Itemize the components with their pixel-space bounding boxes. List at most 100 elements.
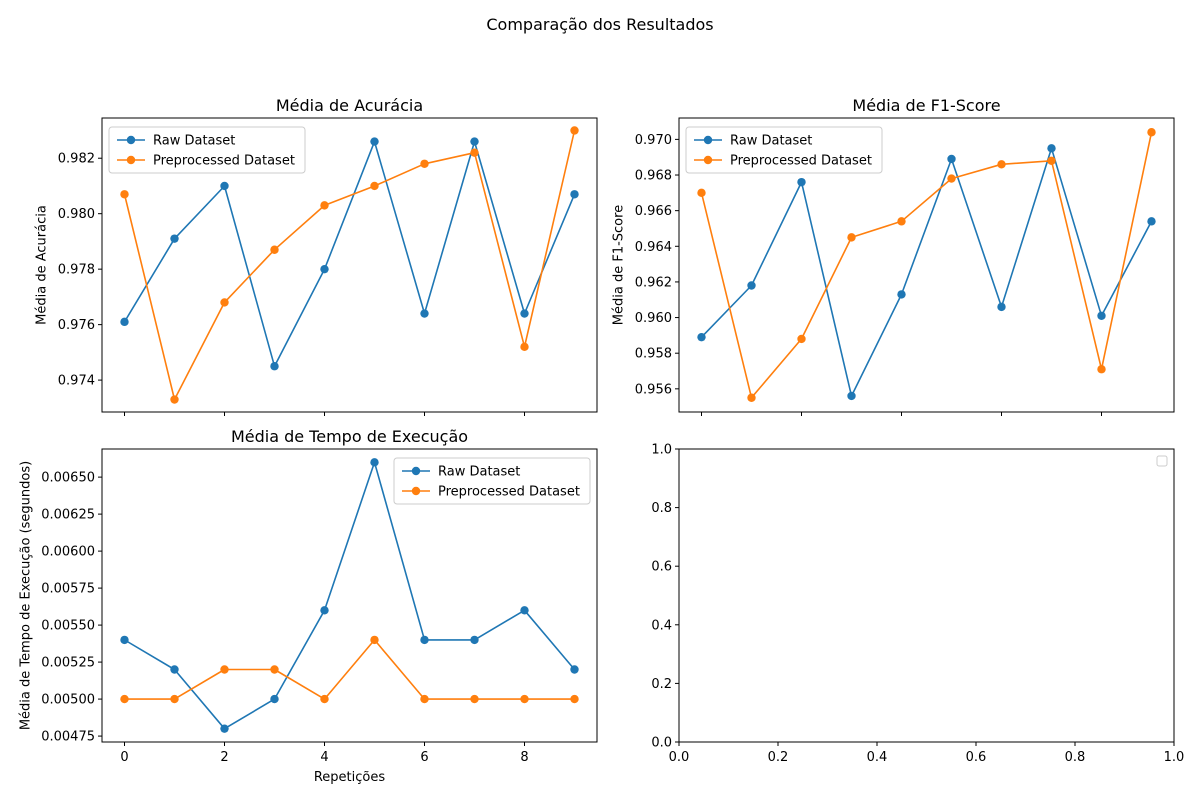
- data-point-raw: [520, 309, 529, 318]
- y-tick-label: 0.962: [635, 275, 672, 290]
- data-point-preprocessed: [847, 233, 856, 242]
- y-tick-label: 0.00550: [41, 619, 95, 634]
- y-axis-label: Média de F1-Score: [612, 205, 627, 325]
- legend-label: Raw Dataset: [730, 134, 812, 149]
- y-tick-label: 0.960: [635, 311, 672, 326]
- x-axis-label: Repetições: [314, 770, 386, 785]
- data-point-preprocessed: [1147, 128, 1156, 137]
- y-tick-label: 0.0: [651, 736, 672, 751]
- x-tick-label: 0.6: [966, 750, 987, 765]
- data-point-preprocessed: [797, 334, 806, 344]
- data-point-preprocessed: [370, 181, 379, 191]
- data-point-raw: [570, 665, 579, 674]
- data-point-raw: [270, 694, 279, 704]
- data-point-raw: [170, 665, 179, 674]
- data-point-raw: [420, 635, 429, 645]
- data-point-preprocessed: [270, 665, 279, 674]
- figure-suptitle: Comparação dos Resultados: [486, 15, 713, 34]
- y-tick-label: 0.978: [58, 263, 95, 278]
- legend-box: [1156, 455, 1168, 467]
- data-point-preprocessed: [320, 201, 329, 210]
- data-point-raw: [1097, 311, 1106, 320]
- x-tick-label: 0.4: [867, 750, 888, 765]
- y-tick-label: 0.976: [58, 318, 95, 333]
- data-point-preprocessed: [520, 342, 529, 352]
- y-tick-label: 0.00525: [41, 656, 95, 671]
- data-point-raw: [947, 154, 956, 164]
- data-point-raw: [120, 635, 129, 645]
- data-point-raw: [847, 391, 856, 401]
- data-point-preprocessed: [320, 694, 329, 704]
- y-tick-label: 0.974: [58, 374, 95, 389]
- series-line-raw: [123, 140, 576, 368]
- data-point-raw: [997, 302, 1006, 312]
- data-point-preprocessed: [1097, 365, 1106, 374]
- data-point-preprocessed: [897, 217, 906, 226]
- data-point-raw: [470, 635, 479, 645]
- accuracy-chart: Média de Acurácia 0.974 0.976 0.978 0.980 0.9…: [35, 96, 598, 416]
- data-point-preprocessed: [220, 665, 229, 674]
- data-point-preprocessed: [370, 635, 379, 645]
- y-tick-label: 0.958: [635, 347, 672, 362]
- y-tick-label: 0.00575: [41, 582, 95, 597]
- data-point-raw: [320, 606, 329, 615]
- axes-frame: [101, 117, 598, 413]
- legend-box: [685, 126, 883, 174]
- x-tick-label: 2: [220, 750, 228, 765]
- data-point-raw: [697, 332, 706, 342]
- y-tick-label: 0.00625: [41, 508, 95, 523]
- y-tick-label: 0.00650: [41, 471, 95, 486]
- axes-frame: [678, 448, 1175, 743]
- data-point-preprocessed: [420, 159, 429, 168]
- data-point-preprocessed: [947, 174, 956, 183]
- y-axis-label: Média de Acurácia: [35, 205, 50, 325]
- series-line-preprocessed: [700, 132, 1153, 399]
- data-point-raw: [370, 458, 379, 467]
- chart-title: Média de Tempo de Execução: [231, 427, 468, 446]
- legend-marker: [126, 155, 136, 165]
- data-point-raw: [220, 181, 229, 191]
- legend-label: Raw Dataset: [153, 134, 235, 149]
- x-tick-label: 0.0: [669, 750, 690, 765]
- data-point-raw: [797, 177, 806, 187]
- data-point-preprocessed: [520, 694, 529, 704]
- data-point-raw: [570, 190, 579, 199]
- axes-frame: [101, 448, 598, 743]
- x-tick-label: 0.8: [1065, 750, 1086, 765]
- data-point-raw: [747, 281, 756, 290]
- data-point-raw: [120, 317, 129, 327]
- legend: Raw Dataset Preprocessed Dataset: [393, 457, 591, 505]
- data-point-preprocessed: [470, 148, 479, 157]
- legend-marker: [703, 155, 713, 165]
- x-tick-label: 8: [520, 750, 528, 765]
- data-point-raw: [170, 234, 179, 243]
- legend-label: Preprocessed Dataset: [438, 485, 580, 500]
- data-point-preprocessed: [570, 126, 579, 135]
- legend-label: Preprocessed Dataset: [153, 154, 295, 169]
- chart-title: Média de Acurácia: [276, 96, 423, 115]
- data-point-preprocessed: [170, 694, 179, 704]
- data-point-preprocessed: [420, 694, 429, 704]
- data-point-preprocessed: [220, 298, 229, 307]
- legend: Raw Dataset Preprocessed Dataset: [685, 126, 883, 174]
- data-point-preprocessed: [170, 395, 179, 404]
- y-tick-label: 0.968: [635, 169, 672, 184]
- x-tick-label: 1.0: [1164, 750, 1185, 765]
- x-tick-label: 4: [320, 750, 328, 765]
- legend-marker: [411, 466, 421, 476]
- empty-chart: 0.0 0.2 0.4 0.6 0.8 1.0 0.0 0.2 0.4 0.6 0.8 1.0: [651, 443, 1184, 766]
- data-point-raw: [370, 137, 379, 146]
- data-point-raw: [420, 309, 429, 318]
- series-line-preprocessed: [124, 639, 575, 700]
- execution-time-chart: Média de Tempo de Execução 0 2 4 6 8 0.00475 0.…: [19, 427, 598, 785]
- x-tick-label: 0.2: [768, 750, 789, 765]
- y-tick-label: 0.964: [635, 240, 672, 255]
- y-axis-label: Média de Tempo de Execução (segundos): [19, 461, 34, 730]
- y-tick-label: 0.00600: [41, 545, 95, 560]
- y-tick-label: 0.8: [651, 501, 672, 516]
- data-point-preprocessed: [697, 188, 706, 198]
- y-tick-label: 0.00500: [41, 693, 95, 708]
- x-tick-label: 6: [420, 750, 428, 765]
- y-tick-label: 0.970: [635, 133, 672, 148]
